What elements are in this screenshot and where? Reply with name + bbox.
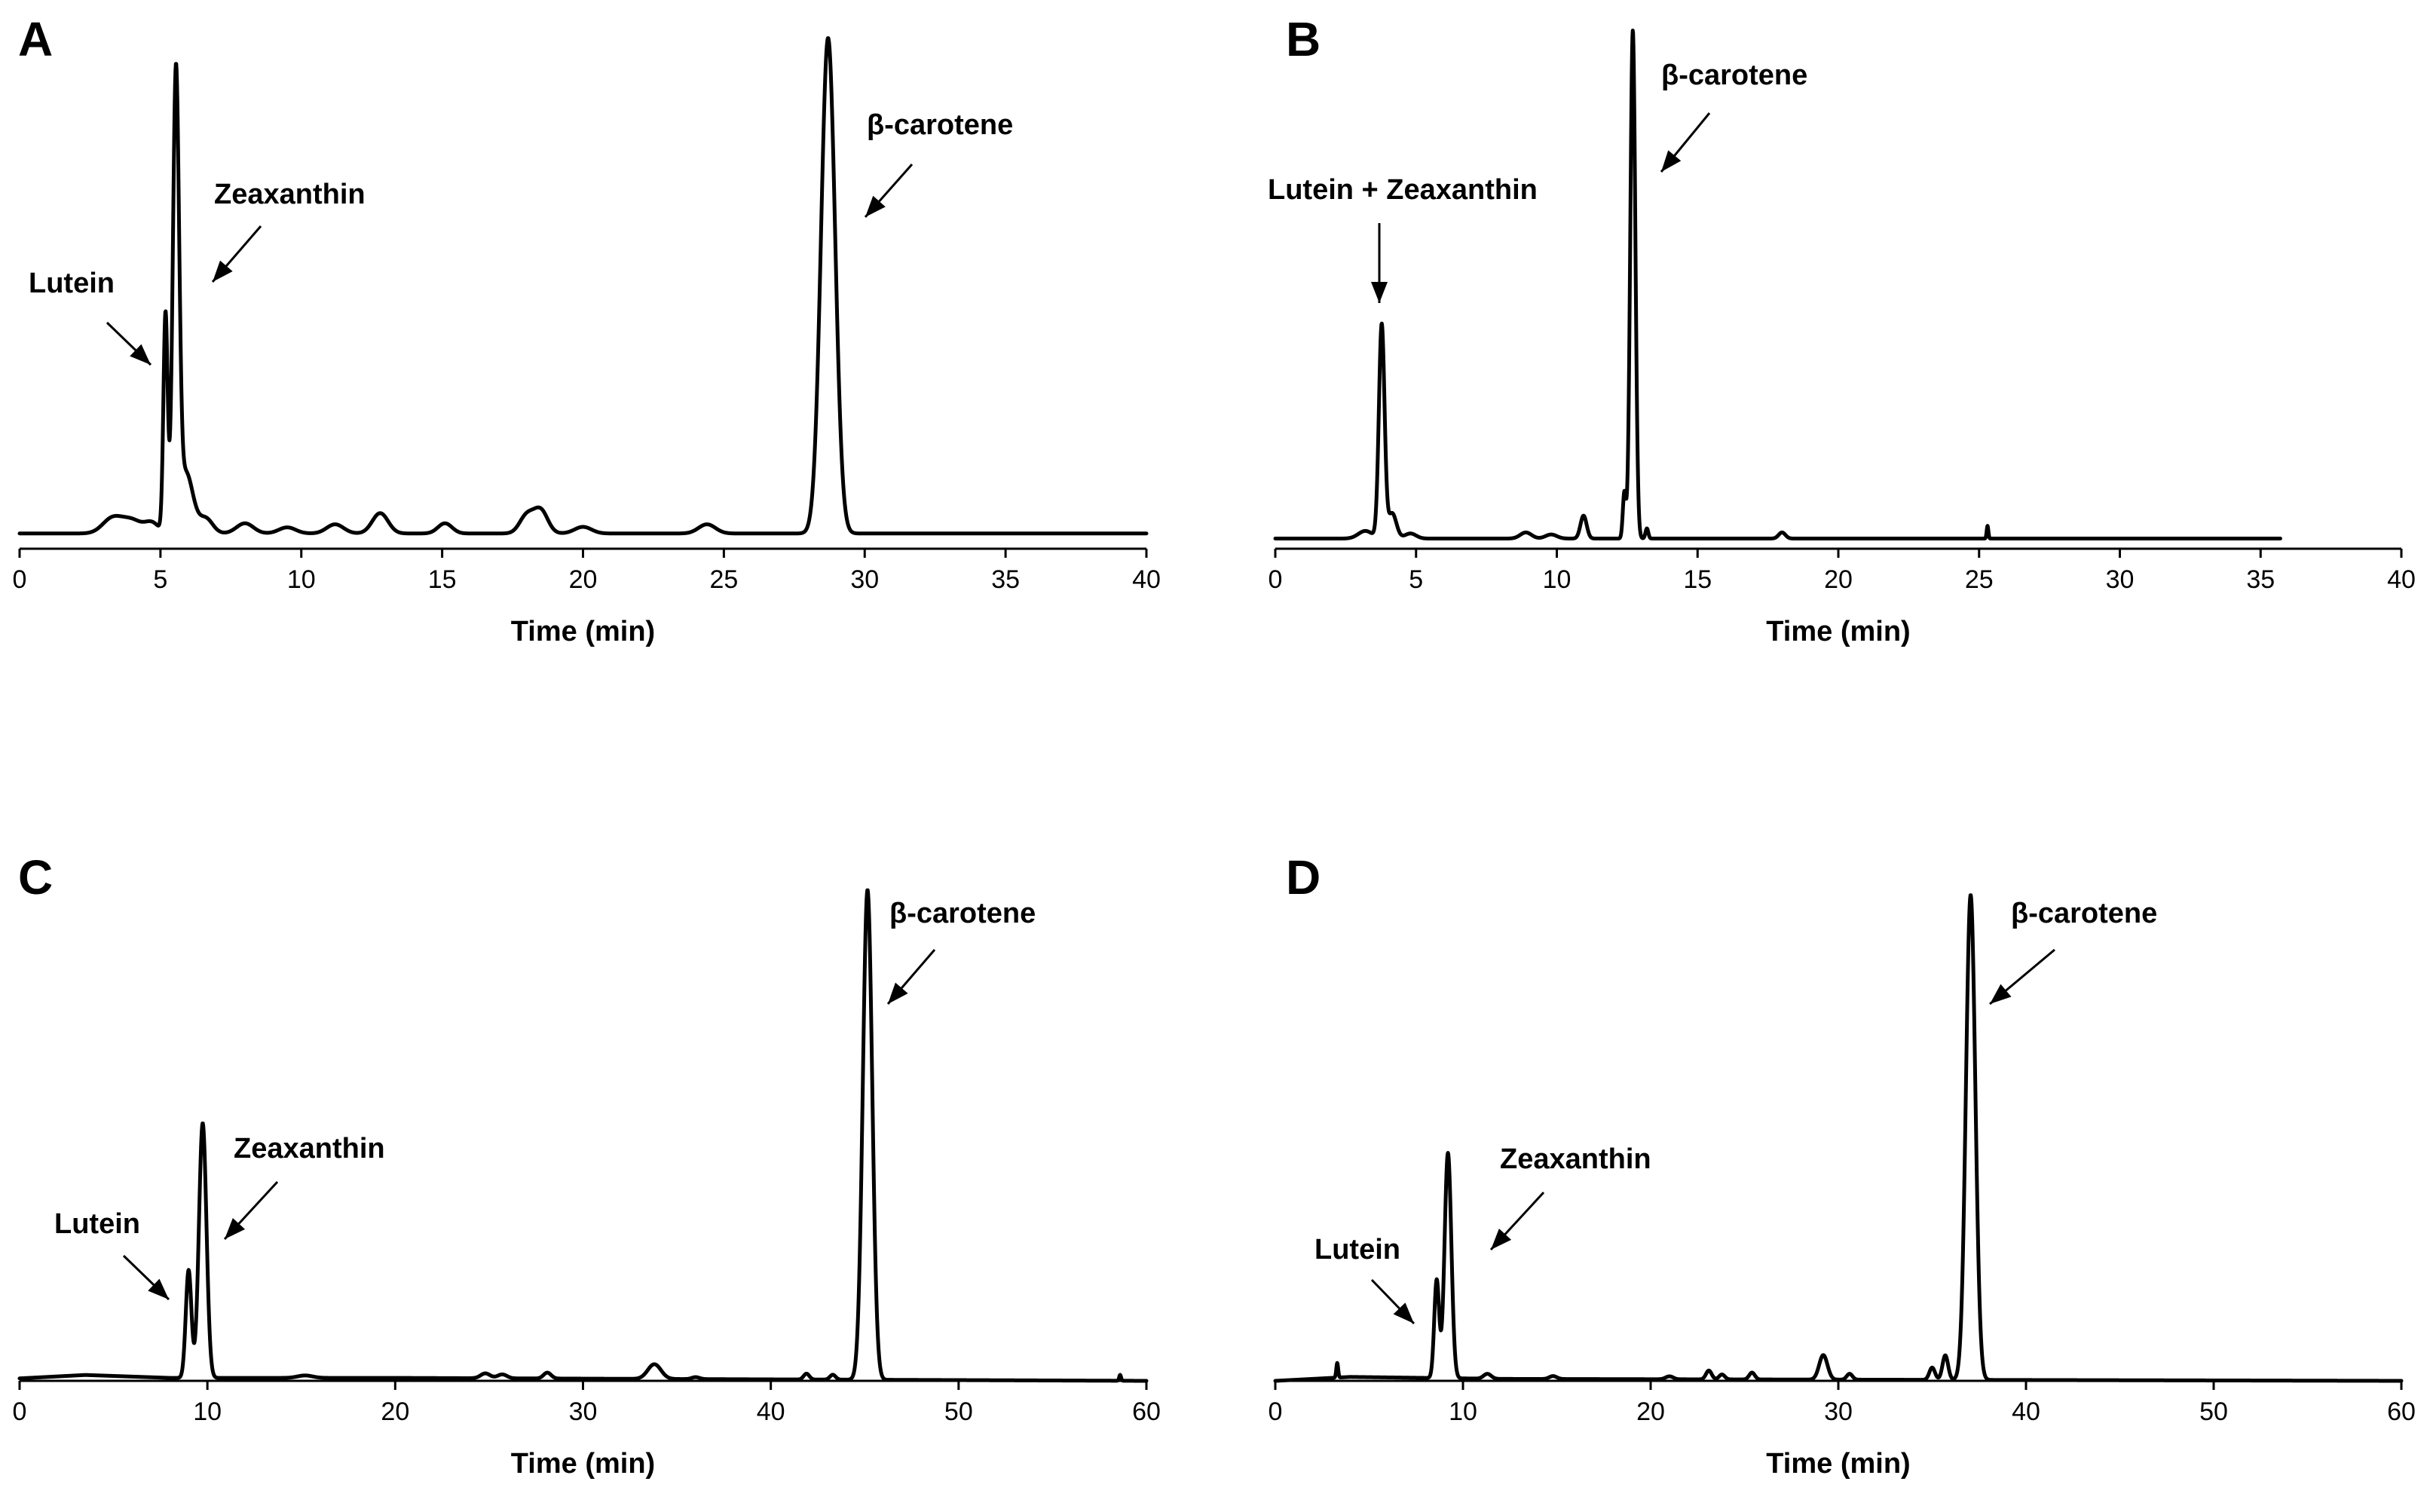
x-tick-label: 0 [13, 565, 27, 594]
x-tick-label: 15 [428, 565, 457, 594]
lutein-arrow-head [148, 1278, 169, 1299]
panel-d: D 0 10 20 30 40 50 60 Time (min) Lutein Zeaxanthin… [1269, 850, 2416, 1480]
lutein-zeaxanthin-label: Lutein + Zeaxanthin [1268, 174, 1538, 206]
panel-letter: D [1286, 850, 1321, 904]
x-tick-label: 15 [1683, 565, 1712, 594]
x-tick-label: 20 [1824, 565, 1853, 594]
x-tick-label: 50 [944, 1397, 973, 1426]
carotene-arrow-head [888, 982, 908, 1004]
x-tick-label: 25 [709, 565, 738, 594]
lutein-arrow-head [130, 344, 151, 365]
x-tick-label: 10 [1543, 565, 1572, 594]
zeaxanthin-label: Zeaxanthin [1500, 1143, 1651, 1175]
zeaxanthin-label: Zeaxanthin [234, 1133, 385, 1165]
panel-b: B 0 5 10 15 20 25 30 35 40 Time (min) Lutein + Zeax… [1268, 12, 2416, 647]
x-tick-label: 5 [153, 565, 167, 594]
x-tick-label: 35 [991, 565, 1020, 594]
x-tick-label: 35 [2246, 565, 2275, 594]
x-tick-label: 30 [850, 565, 879, 594]
x-tick-label: 50 [2199, 1397, 2228, 1426]
x-axis-title: Time (min) [1766, 1448, 1910, 1480]
x-axis-title: Time (min) [1766, 616, 1910, 647]
zeaxanthin-arrow-head [213, 260, 233, 282]
x-tick-label: 10 [1449, 1397, 1477, 1426]
lutein-zeaxanthin-arrow-head [1371, 282, 1388, 303]
x-tick-label: 10 [287, 565, 316, 594]
x-tick-label: 40 [757, 1397, 785, 1426]
chromatogram-trace [1273, 29, 2282, 541]
x-axis-title: Time (min) [511, 616, 655, 647]
x-tick-label: 20 [381, 1397, 409, 1426]
panel-c: C 0 10 20 30 40 50 60 Time (min) Lutein Zeaxanthin… [13, 850, 1161, 1480]
x-tick-label: 40 [1132, 565, 1161, 594]
carotene-arrow-head [865, 195, 886, 217]
zeaxanthin-arrow-head [225, 1217, 246, 1239]
carotene-arrow-head [1990, 984, 2012, 1004]
zeaxanthin-label: Zeaxanthin [214, 179, 366, 210]
x-tick-label: 0 [13, 1397, 27, 1426]
lutein-label: Lutein [29, 268, 115, 299]
carotene-label: β-carotene [1661, 60, 1807, 91]
x-tick-label: 0 [1269, 1397, 1283, 1426]
lutein-label: Lutein [1314, 1234, 1400, 1266]
chromatogram-trace [17, 36, 1149, 536]
panel-letter: A [18, 12, 53, 66]
x-tick-label: 40 [2012, 1397, 2040, 1426]
panel-letter: B [1286, 12, 1321, 66]
x-axis-title: Time (min) [511, 1448, 655, 1480]
chromatogram-trace [1273, 893, 2404, 1383]
carotene-label: β-carotene [867, 109, 1013, 141]
carotene-label: β-carotene [2011, 898, 2157, 929]
x-tick-label: 60 [2387, 1397, 2416, 1426]
x-tick-label: 20 [1636, 1397, 1665, 1426]
x-tick-label: 30 [569, 1397, 598, 1426]
x-tick-label: 30 [1824, 1397, 1853, 1426]
x-tick-label: 10 [193, 1397, 222, 1426]
carotene-arrow-head [1661, 150, 1682, 172]
x-tick-label: 20 [569, 565, 598, 594]
x-tick-label: 5 [1409, 565, 1423, 594]
x-tick-label: 30 [2106, 565, 2135, 594]
x-tick-label: 25 [1965, 565, 1994, 594]
lutein-arrow-head [1393, 1302, 1414, 1324]
lutein-label: Lutein [54, 1208, 140, 1240]
x-tick-label: 60 [1132, 1397, 1161, 1426]
zeaxanthin-arrow-head [1491, 1228, 1512, 1250]
carotene-label: β-carotene [889, 898, 1036, 929]
panel-a: A 0 5 10 15 20 25 30 35 40 Time (min) Lutein Zeaxant… [13, 12, 1161, 647]
x-tick-label: 40 [2387, 565, 2416, 594]
panel-letter: C [18, 850, 53, 904]
chromatogram-trace [17, 888, 1149, 1383]
x-tick-label: 0 [1269, 565, 1283, 594]
